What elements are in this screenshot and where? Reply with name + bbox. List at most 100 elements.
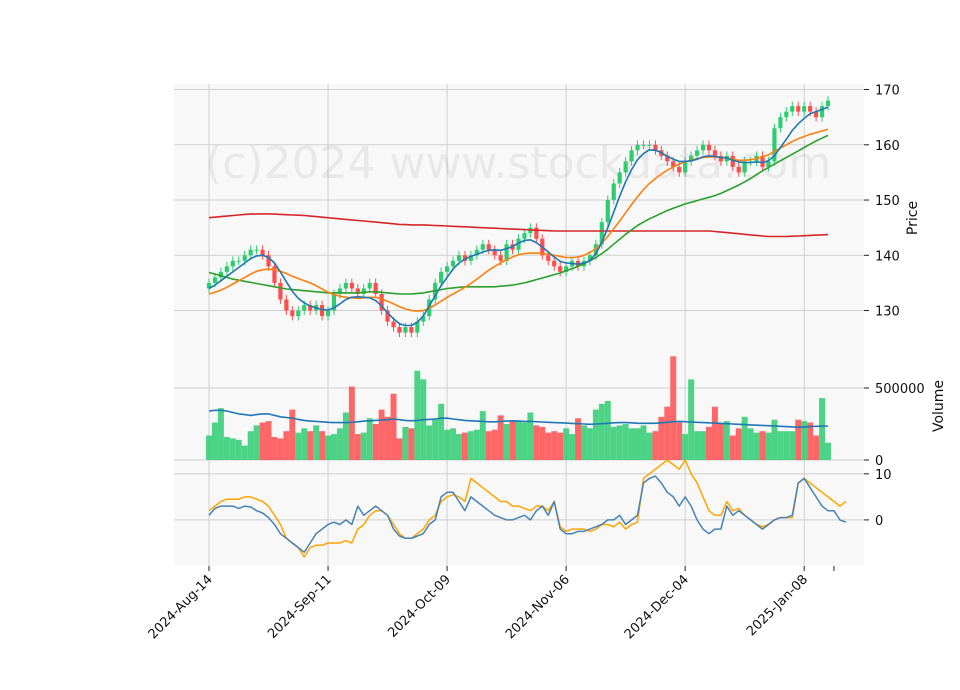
candle-body: [653, 144, 658, 151]
volume-bar: [265, 421, 272, 460]
volume-bar: [313, 425, 320, 460]
candle-body: [712, 150, 717, 156]
candle-body: [784, 111, 789, 118]
candle-body: [391, 321, 396, 328]
volume-bar: [319, 431, 326, 460]
candle-body: [361, 288, 366, 294]
candle-body: [504, 244, 509, 261]
candle-body: [236, 260, 241, 262]
volume-bar: [253, 425, 260, 460]
volume-bar: [211, 422, 218, 460]
candle-body: [337, 288, 343, 294]
volume-bar: [450, 428, 457, 460]
volume-bar: [765, 432, 772, 460]
candle-body: [266, 255, 271, 267]
candle-body: [825, 100, 831, 107]
candle-body: [397, 327, 402, 333]
price-axis-label: Price: [905, 201, 921, 235]
candle-body: [349, 282, 354, 289]
volume-bar: [598, 403, 605, 460]
candle-body: [671, 161, 676, 167]
candle-body: [439, 271, 444, 283]
volume-bar: [729, 435, 736, 460]
macd-line: [208, 475, 847, 553]
volume-bar: [259, 422, 266, 460]
volume-bar: [705, 426, 712, 460]
volume-bar: [223, 436, 230, 460]
volume-bar: [331, 434, 337, 460]
y-tick-label: 10: [875, 468, 892, 483]
candle-body: [486, 244, 491, 250]
candle-body: [284, 299, 289, 311]
volume-bar: [658, 416, 665, 460]
x-tick-label: 2025-Jan-08: [744, 572, 811, 639]
candle-body: [302, 305, 307, 311]
candle-body: [694, 150, 700, 156]
volume-bar: [348, 386, 355, 460]
volume-bar: [497, 415, 504, 460]
volume-bar: [688, 379, 695, 460]
volume-bar: [735, 428, 742, 460]
candle-body: [278, 282, 283, 300]
ma-long-line: [208, 213, 829, 238]
price-panel-bg: [174, 84, 864, 352]
candle-body: [373, 282, 378, 294]
volume-bar: [777, 431, 784, 460]
candle-body: [320, 305, 325, 317]
volume-bar: [747, 428, 754, 460]
volume-bar: [372, 424, 379, 460]
volume-bar: [622, 424, 629, 460]
volume-bar: [217, 408, 224, 460]
volume-bar: [473, 429, 480, 460]
ma-slow-line: [208, 134, 829, 295]
volume-bar: [616, 425, 623, 460]
candle-body: [599, 222, 604, 245]
candle-body: [819, 106, 825, 118]
volume-bar: [277, 438, 284, 460]
candle-body: [808, 106, 813, 112]
y-tick-label: 500000: [875, 382, 925, 397]
candle-body: [736, 166, 741, 173]
y-tick-label: 170: [875, 84, 900, 99]
candle-body: [677, 166, 682, 173]
volume-bar: [527, 412, 534, 460]
candle-body: [718, 155, 723, 162]
volume-bar: [509, 421, 516, 460]
candle-body: [492, 249, 497, 256]
candle-body: [534, 227, 539, 239]
candle-body: [587, 255, 593, 261]
candle-body: [742, 161, 747, 173]
volume-bar: [610, 426, 617, 460]
ma-fast-line: [208, 106, 829, 327]
y-tick-label: 150: [875, 194, 900, 209]
volume-bar: [628, 428, 635, 460]
y-tick-label: 130: [875, 305, 900, 320]
volume-bar: [676, 422, 683, 460]
volume-bar: [396, 438, 403, 460]
volume-bar: [491, 429, 498, 460]
candle-body: [641, 144, 646, 146]
candle-body: [224, 266, 229, 272]
volume-bar: [580, 425, 587, 460]
candlesticks: [206, 96, 831, 338]
candle-body: [730, 155, 735, 167]
candle-body: [290, 310, 295, 317]
y-tick-label: 0: [875, 454, 883, 469]
candle-body: [379, 293, 384, 311]
candle-body: [212, 277, 218, 283]
volume-bar: [533, 425, 540, 460]
candle-body: [564, 266, 569, 272]
volume-bar: [438, 403, 445, 460]
volume-bar: [634, 428, 641, 460]
volume-bar: [670, 356, 677, 460]
volume-ma-line: [208, 409, 829, 429]
macd-panel-bg: [174, 460, 864, 566]
candle-body: [629, 150, 634, 162]
candle-body: [308, 305, 313, 311]
volume-bar: [741, 416, 748, 460]
volume-bar: [479, 411, 486, 460]
volume-bar: [723, 421, 730, 460]
volume-bar: [682, 434, 689, 460]
